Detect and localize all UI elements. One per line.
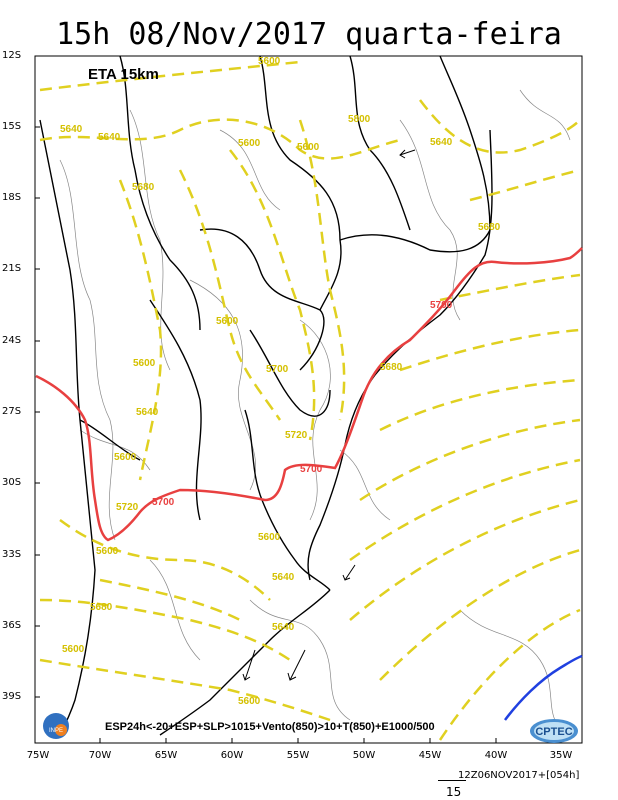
thickness-label: 5720 xyxy=(285,430,308,441)
thickness-label: 5800 xyxy=(348,114,371,125)
lon-label: 45W xyxy=(418,750,442,761)
lat-label: 36S xyxy=(2,620,22,631)
run-number: 15 xyxy=(446,785,462,799)
thickness-label: 5600 xyxy=(258,56,281,67)
thickness-label-red: 5700 xyxy=(430,300,453,311)
lat-label: 15S xyxy=(2,121,22,132)
isotherm-line xyxy=(504,654,583,721)
cptec-logo-text: CPTEC xyxy=(535,726,572,738)
lat-label: 33S xyxy=(2,549,22,560)
thickness-label: 5600 xyxy=(62,644,85,655)
thickness-label: 5600 xyxy=(238,696,261,707)
map-frame xyxy=(34,55,583,744)
thickness-label: 5640 xyxy=(136,407,159,418)
lat-label: 27S xyxy=(2,406,22,417)
thickness-label: 5640 xyxy=(272,572,295,583)
lat-ticks xyxy=(35,55,40,698)
thickness-label: 5600 xyxy=(96,546,119,557)
thickness-label: 5640 xyxy=(98,132,121,143)
lon-label: 35W xyxy=(549,750,573,761)
thickness-contours xyxy=(39,60,581,741)
thickness-label: 5680 xyxy=(132,182,155,193)
thickness-label: 5720 xyxy=(116,502,139,513)
thickness-label: 5600 xyxy=(216,316,239,327)
lat-label: 30S xyxy=(2,477,22,488)
thickness-label: 5600 xyxy=(114,452,137,463)
thickness-label: 5600 xyxy=(238,138,261,149)
thickness-label-red: 5700 xyxy=(300,464,323,475)
lon-label: 70W xyxy=(88,750,112,761)
thickness-label: 5680 xyxy=(90,602,113,613)
thickness-label: 5640 xyxy=(272,622,295,633)
lon-label: 55W xyxy=(286,750,310,761)
inpe-logo-text: INPE xyxy=(49,728,63,734)
lon-label: 40W xyxy=(484,750,508,761)
thickness-5700-line xyxy=(35,247,583,542)
lat-label: 21S xyxy=(2,263,22,274)
inpe-logo: INPE xyxy=(43,713,69,739)
legend-text: ESP24h<-20+ESP+SLP>1015+Vento(850)>10+T(… xyxy=(105,721,435,733)
country-borders xyxy=(39,55,493,736)
wind-arrows xyxy=(242,149,416,681)
footer-divider xyxy=(438,780,466,781)
model-label: ETA 15km xyxy=(88,66,159,83)
thickness-label: 5680 xyxy=(380,362,403,373)
lon-label: 60W xyxy=(220,750,244,761)
lon-label: 65W xyxy=(154,750,178,761)
cptec-logo: CPTEC xyxy=(530,719,578,743)
run-info: 12Z06NOV2017+[054h] xyxy=(458,770,580,781)
map-title: 15h 08/Nov/2017 quarta-feira xyxy=(56,17,562,52)
lat-label: 39S xyxy=(2,691,22,702)
thickness-labels-red: 5700 5700 5700 xyxy=(152,300,453,508)
thickness-label-red: 5700 xyxy=(152,497,175,508)
thickness-label: 5600 xyxy=(133,358,156,369)
thickness-label: 5600 xyxy=(297,142,320,153)
thickness-label: 5640 xyxy=(430,137,453,148)
precip-contours xyxy=(59,89,571,736)
thickness-label: 5640 xyxy=(60,124,83,135)
thickness-labels-yellow: 5600 5640 5640 5680 5600 5800 5600 5600 … xyxy=(60,56,501,707)
thickness-label: 5680 xyxy=(478,222,501,233)
lat-label: 24S xyxy=(2,335,22,346)
thickness-label: 5700 xyxy=(266,364,289,375)
lon-label: 50W xyxy=(352,750,376,761)
lon-label: 75W xyxy=(26,750,50,761)
lat-label: 18S xyxy=(2,192,22,203)
lat-label: 12S xyxy=(2,50,22,61)
thickness-label: 5600 xyxy=(258,532,281,543)
